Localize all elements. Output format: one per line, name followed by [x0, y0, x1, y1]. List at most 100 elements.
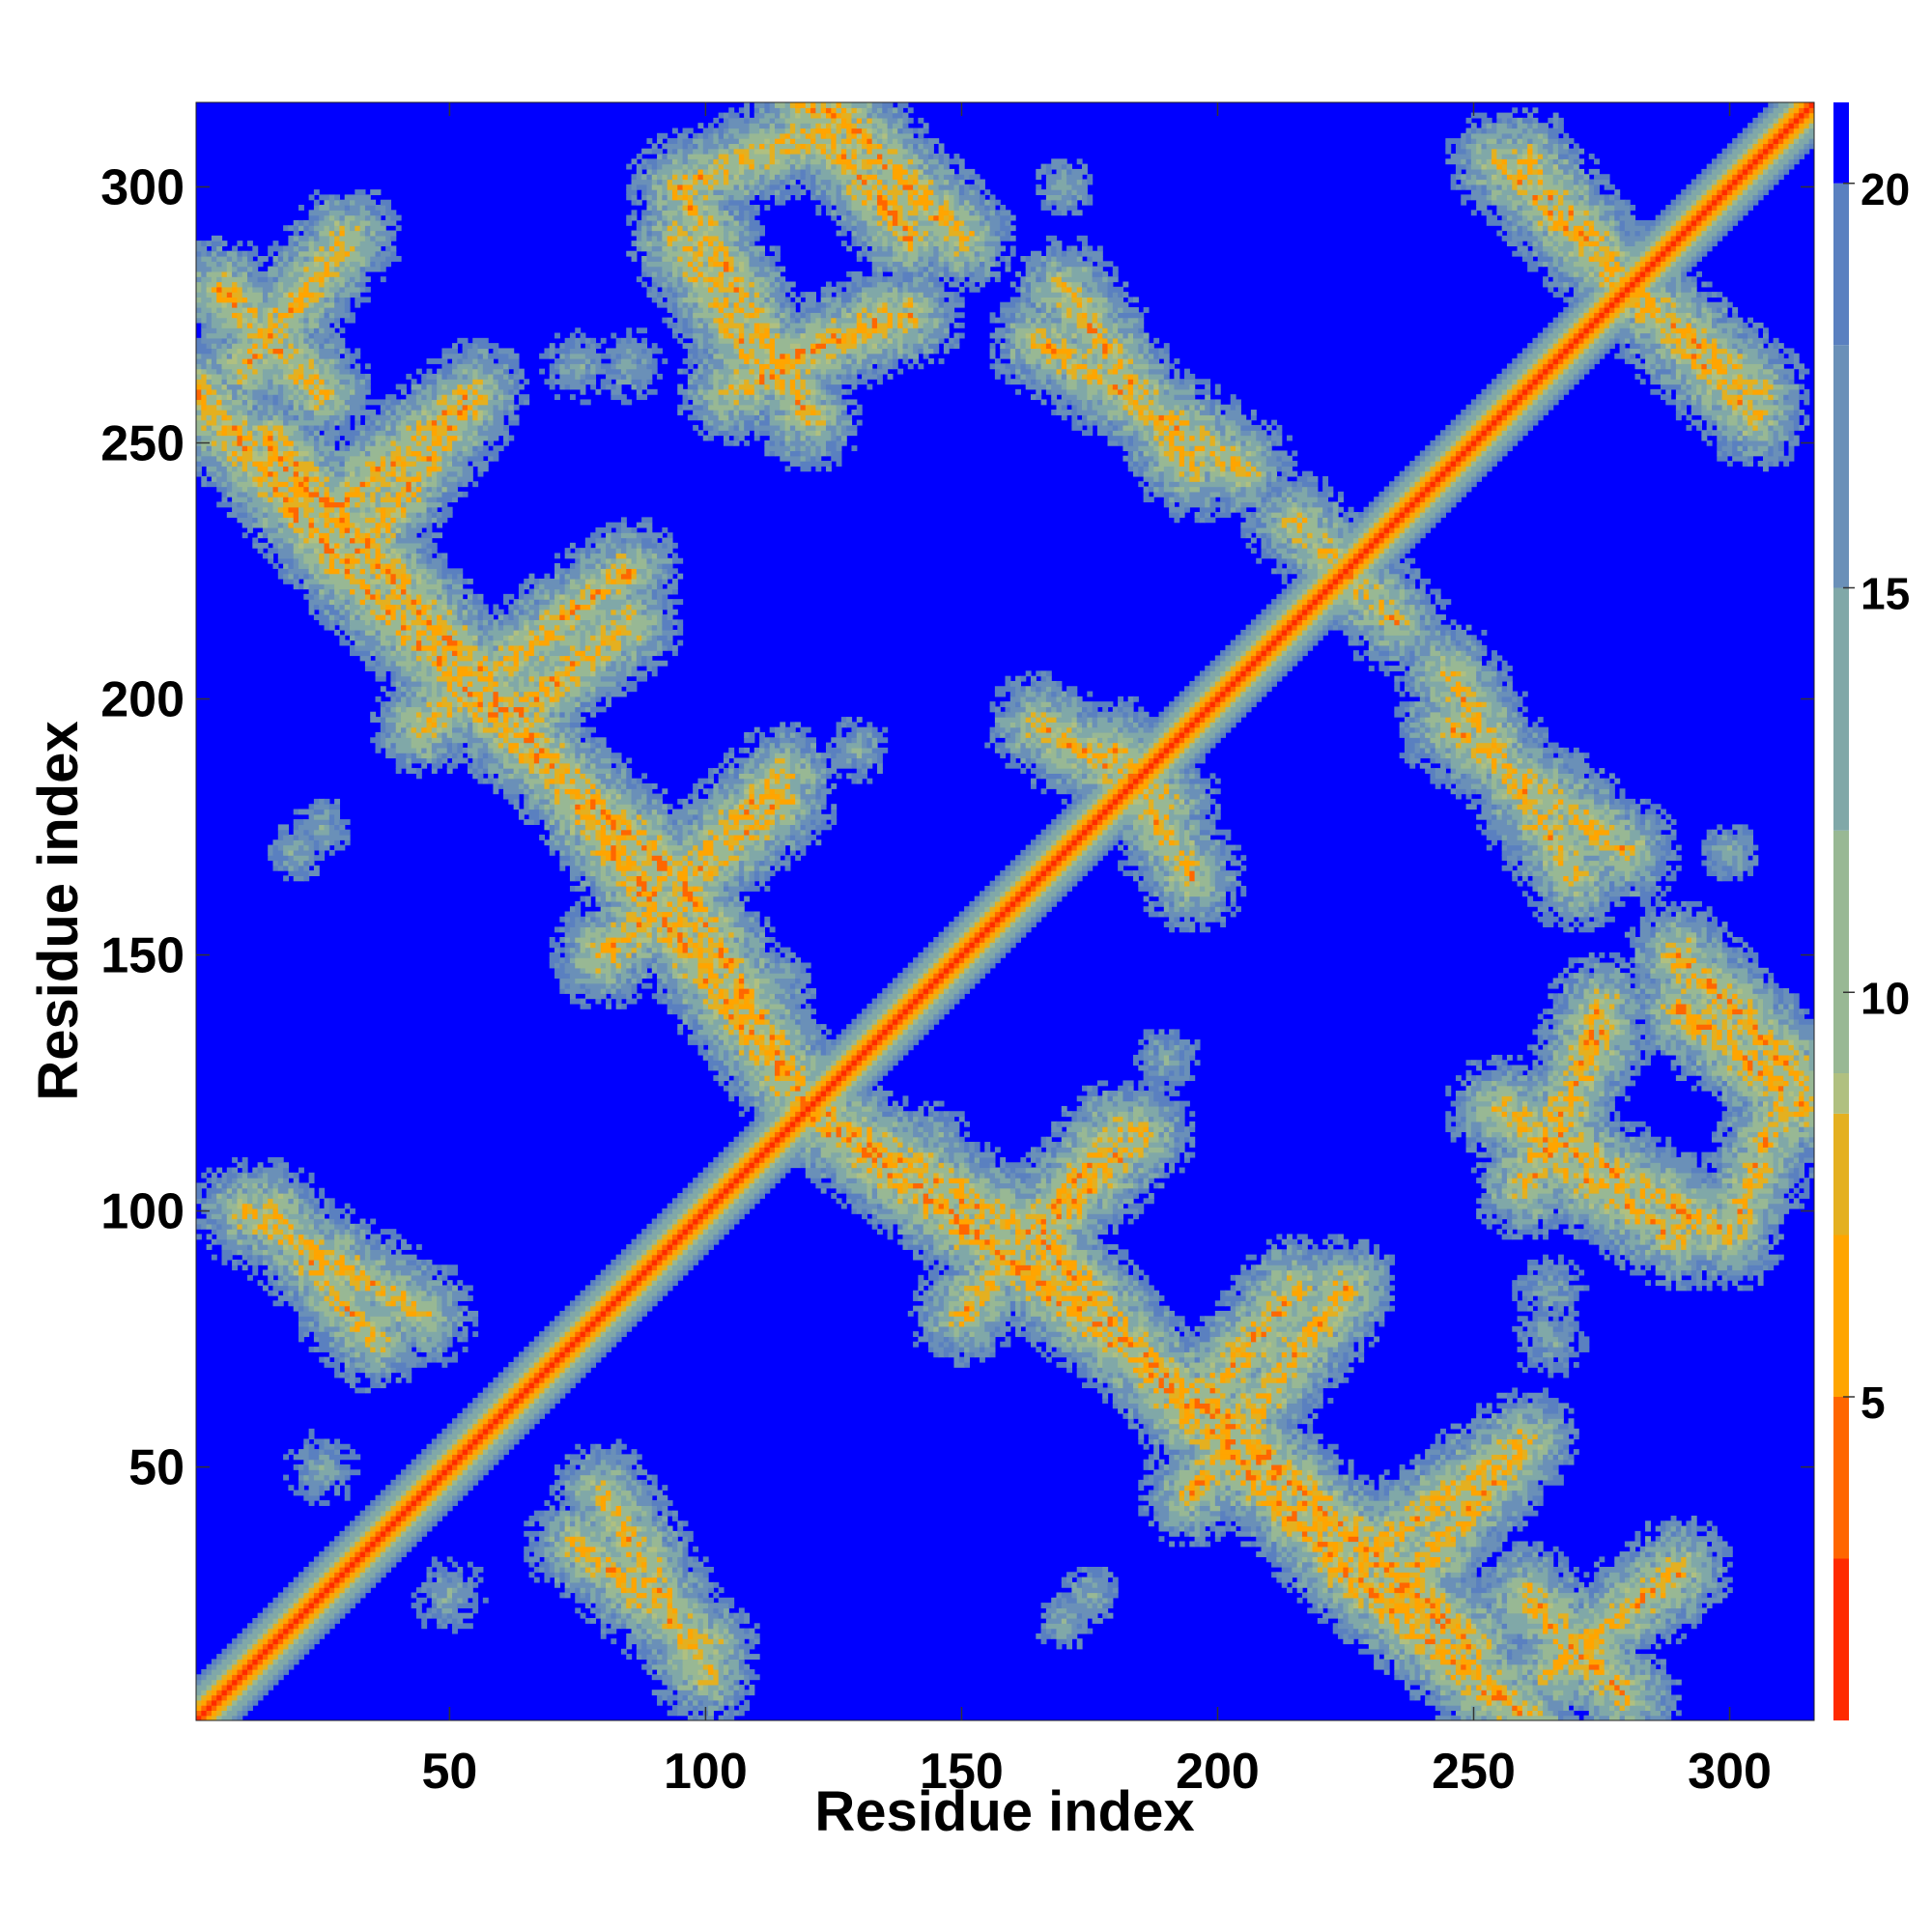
heatmap-cell-run: [1041, 1623, 1047, 1629]
heatmap-cell-run: [1189, 1398, 1195, 1404]
heatmap-cell-run: [1481, 1680, 1487, 1686]
heatmap-cell-run: [345, 1556, 351, 1562]
heatmap-cell-run: [1691, 1520, 1697, 1526]
heatmap-cell-run: [1071, 1582, 1077, 1588]
heatmap-cell-run: [1481, 1424, 1487, 1430]
heatmap-cell-run: [268, 1654, 273, 1660]
heatmap-cell-run: [1481, 1618, 1492, 1624]
heatmap-cell-run: [258, 1623, 269, 1629]
heatmap-cell-run: [1318, 1516, 1328, 1521]
heatmap-cell-run: [1184, 1408, 1190, 1414]
heatmap-cell-run: [724, 1669, 729, 1675]
heatmap-cell-run: [1676, 1598, 1682, 1604]
heatmap-cell-run: [1466, 1613, 1472, 1619]
heatmap-cell-run: [1353, 1592, 1359, 1598]
heatmap-cell-run: [565, 1387, 571, 1393]
heatmap-cell-run: [611, 1495, 621, 1501]
heatmap-cell-run: [432, 1495, 438, 1501]
heatmap-cell-run: [212, 1695, 217, 1701]
heatmap-cell-run: [1200, 1464, 1206, 1470]
heatmap-cell-run: [657, 1577, 663, 1583]
heatmap-cell-run: [1476, 1516, 1482, 1521]
heatmap-cell-run: [1614, 1690, 1620, 1695]
heatmap-cell-run: [1384, 1634, 1390, 1639]
heatmap-cell-run: [1435, 1634, 1457, 1639]
heatmap-cell-run: [585, 1618, 591, 1624]
heatmap-cell-run: [1481, 1629, 1492, 1634]
heatmap-cell-run: [1322, 1562, 1328, 1568]
heatmap-cell-run: [1456, 1434, 1462, 1439]
heatmap-cell-run: [646, 1659, 652, 1664]
heatmap-cell-run: [554, 1495, 560, 1501]
heatmap-cell-run: [381, 1490, 386, 1495]
heatmap-cell-run: [529, 1393, 535, 1399]
heatmap-cell-run: [1538, 1418, 1544, 1424]
heatmap-cell-run: [1543, 1429, 1553, 1435]
heatmap-cell-run: [488, 1418, 494, 1424]
heatmap-cell-run: [339, 1536, 345, 1542]
heatmap-cell-run: [1558, 1454, 1564, 1460]
heatmap-cell-run: [1650, 1705, 1656, 1711]
heatmap-cell-run: [1307, 1520, 1313, 1526]
heatmap-cell-run: [1420, 1572, 1436, 1577]
heatmap-cell-run: [1445, 1444, 1462, 1450]
heatmap-cell-run: [1322, 1556, 1333, 1562]
heatmap-cell-run: [457, 1490, 463, 1495]
heatmap-cell-run: [524, 1424, 529, 1430]
heatmap-cell-run: [734, 1700, 740, 1706]
heatmap-cell-run: [360, 1520, 371, 1526]
heatmap-cell-run: [1543, 1674, 1548, 1680]
heatmap-cell-run: [688, 1598, 698, 1604]
heatmap-cell-run: [621, 1531, 627, 1537]
heatmap-cell-run: [1507, 1638, 1513, 1644]
heatmap-cell-run: [1159, 1536, 1165, 1542]
heatmap-cell-run: [1378, 1607, 1384, 1613]
heatmap-cell-run: [288, 1603, 294, 1608]
heatmap-cell-run: [662, 1680, 672, 1686]
heatmap-cell-run: [1481, 1480, 1492, 1486]
heatmap-cell-run: [385, 1526, 391, 1532]
heatmap-cell-run: [427, 1444, 433, 1450]
heatmap-cell-run: [1630, 1669, 1635, 1675]
heatmap-cell-run: [739, 1654, 745, 1660]
heatmap-cell-run: [1082, 1592, 1088, 1598]
heatmap-cell-run: [1251, 1454, 1257, 1460]
heatmap-cell-run: [581, 1520, 586, 1526]
heatmap-cell-run: [1195, 1403, 1211, 1408]
heatmap-cell-run: [345, 1603, 351, 1608]
heatmap-cell-run: [595, 1598, 601, 1604]
heatmap-cell-run: [734, 1680, 740, 1686]
heatmap-cell-run: [1164, 1413, 1180, 1419]
heatmap-cell-run: [1420, 1495, 1431, 1501]
heatmap-cell-run: [1456, 1526, 1462, 1532]
heatmap-cell-run: [452, 1418, 458, 1424]
heatmap-cell-run: [237, 1685, 242, 1690]
heatmap-cell-run: [1507, 1424, 1513, 1430]
heatmap-cell-run: [1712, 1577, 1718, 1583]
heatmap-cell-run: [1686, 1603, 1696, 1608]
heatmap-cell-run: [1583, 1603, 1589, 1608]
heatmap-cell-run: [1543, 1700, 1548, 1706]
heatmap-cell-run: [1046, 1613, 1052, 1619]
heatmap-cell-run: [1496, 1567, 1507, 1573]
heatmap-cell-run: [1169, 1495, 1179, 1501]
heatmap-cell-run: [1543, 1613, 1548, 1619]
heatmap-cell-run: [1215, 1429, 1221, 1435]
heatmap-cell-run: [1466, 1526, 1472, 1532]
heatmap-cell-run: [1220, 1429, 1231, 1435]
heatmap-cell-run: [303, 1649, 309, 1655]
heatmap-cell-run: [719, 1680, 735, 1686]
heatmap-cell-run: [1302, 1577, 1308, 1583]
heatmap-cell-run: [1364, 1567, 1370, 1573]
heatmap-cell-run: [1481, 1654, 1502, 1660]
heatmap-cell-run: [385, 1511, 391, 1517]
heatmap-cell-run: [621, 1618, 627, 1624]
heatmap-cell-run: [637, 1551, 642, 1557]
heatmap-cell-run: [1507, 1464, 1513, 1470]
heatmap-cell-run: [1512, 1469, 1518, 1475]
heatmap-cell-run: [703, 1582, 714, 1588]
heatmap-cell-run: [688, 1562, 704, 1568]
heatmap-cell-run: [325, 1613, 335, 1619]
heatmap-cell-run: [1149, 1475, 1154, 1481]
heatmap-cell-run: [1364, 1603, 1370, 1608]
